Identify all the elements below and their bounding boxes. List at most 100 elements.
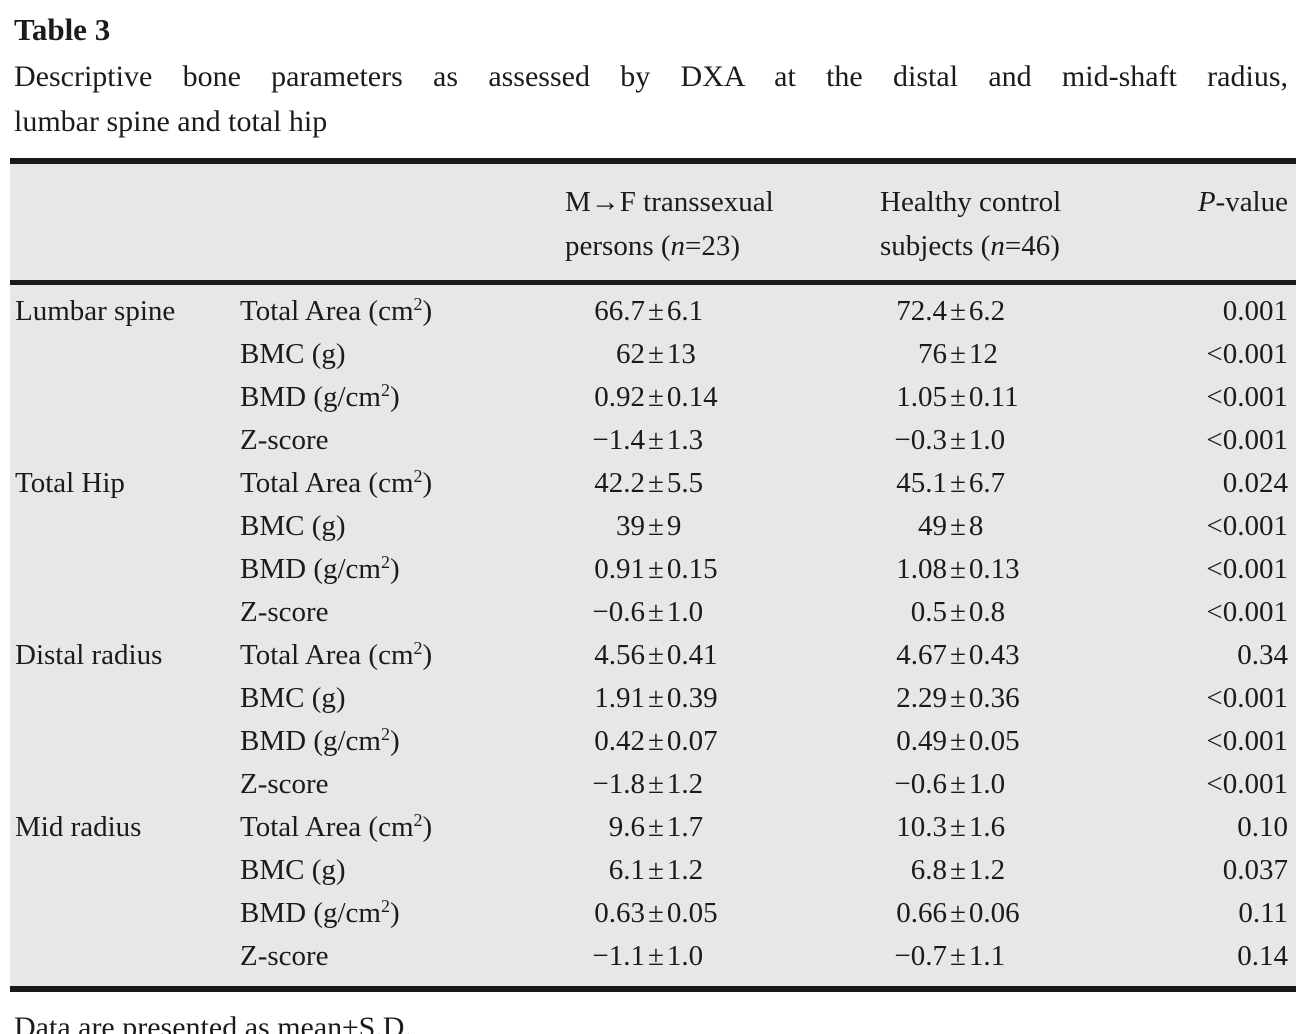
- parameter-cell: BMD (g/cm2): [240, 896, 400, 929]
- pvalue-cell: <0.001: [1206, 338, 1288, 370]
- control-value-cell: 72.4 ±6.2: [880, 283, 1174, 334]
- pvalue-cell: 0.10: [1237, 811, 1288, 843]
- superscript: 2: [413, 810, 423, 831]
- mean-value: 62: [616, 338, 645, 370]
- table-row: BMC (g) 62 ±13 76 ±12 <0.001: [10, 333, 1296, 376]
- plus-minus-sign: ±: [950, 854, 966, 886]
- group-cell: [10, 677, 240, 720]
- mean-value: −0.6: [894, 768, 947, 800]
- control-value-cell: 45.1 ±6.7: [880, 462, 1174, 505]
- mean-value: −1.8: [592, 768, 645, 800]
- mean-value: 1.05: [896, 381, 947, 413]
- plus-minus-sign: ±: [648, 596, 664, 628]
- table-row: Mid radius Total Area (cm2) 9.6 ±1.7 10.3 ±1.…: [10, 806, 1296, 849]
- sd-value: 0.39: [666, 682, 718, 714]
- mean-value: −1.4: [592, 424, 645, 456]
- plus-minus-sign: ±: [950, 897, 966, 929]
- parameter-cell: Total Area (cm2): [240, 466, 433, 499]
- header-transsexual-cell: M→F transsexual persons (n=23): [565, 161, 880, 285]
- pvalue-cell: <0.001: [1206, 768, 1288, 800]
- transsexual-value-cell: 42.2 ±5.5: [565, 462, 880, 505]
- sd-value: 6.2: [968, 295, 1006, 327]
- plus-minus-sign: ±: [950, 381, 966, 413]
- plus-minus-sign: ±: [648, 682, 664, 714]
- group-cell: Lumbar spine: [15, 295, 176, 327]
- sd-value: 1.2: [968, 854, 1006, 886]
- superscript: 2: [413, 294, 423, 315]
- group-cell: [10, 419, 240, 462]
- header-text: =46): [1004, 230, 1060, 262]
- group-cell: [10, 763, 240, 806]
- mean-value: 0.66: [896, 897, 947, 929]
- sd-value: 0.11: [968, 381, 1019, 413]
- plus-minus-sign: ±: [648, 768, 664, 800]
- control-value-cell: 0.5 ±0.8: [880, 591, 1174, 634]
- mean-value: 42.2: [594, 467, 645, 499]
- group-cell: [10, 548, 240, 591]
- transsexual-value-cell: −1.1 ±1.0: [565, 935, 880, 989]
- sd-value: 0.06: [968, 897, 1020, 929]
- plus-minus-sign: ±: [950, 682, 966, 714]
- paper-table-figure: Table 3 Descriptive bone parameters as a…: [0, 10, 1304, 1034]
- mean-value: 1.91: [594, 682, 645, 714]
- transsexual-value-cell: 66.7 ±6.1: [565, 283, 880, 334]
- mean-value: 0.49: [896, 725, 947, 757]
- mean-value: −0.3: [894, 424, 947, 456]
- transsexual-value-cell: 39 ±9: [565, 505, 880, 548]
- plus-minus-sign: ±: [648, 811, 664, 843]
- mean-value: 0.63: [594, 897, 645, 929]
- plus-minus-sign: ±: [648, 725, 664, 757]
- control-value-cell: 0.66 ±0.06: [880, 892, 1174, 935]
- control-value-cell: 1.08 ±0.13: [880, 548, 1174, 591]
- group-cell: Distal radius: [15, 639, 163, 671]
- plus-minus-sign: ±: [648, 510, 664, 542]
- sd-value: 1.0: [666, 596, 704, 628]
- table-row: BMD (g/cm2) 0.91 ±0.15 1.08 ±0.13 <0.001: [10, 548, 1296, 591]
- table-caption: Descriptive bone parameters as assessed …: [14, 54, 1288, 144]
- plus-minus-sign: ±: [950, 940, 966, 972]
- italic-n: n: [670, 230, 686, 262]
- pvalue-cell: <0.001: [1206, 725, 1288, 757]
- transsexual-value-cell: 0.63 ±0.05: [565, 892, 880, 935]
- pvalue-cell: 0.34: [1237, 639, 1288, 671]
- transsexual-value-cell: −1.8 ±1.2: [565, 763, 880, 806]
- sd-value: 1.0: [666, 940, 704, 972]
- sd-value: 1.2: [666, 854, 704, 886]
- sd-value: 6.1: [666, 295, 704, 327]
- sd-value: 0.14: [666, 381, 718, 413]
- header-control-cell: Healthy control subjects (n=46): [880, 161, 1174, 285]
- mean-value: 2.29: [896, 682, 947, 714]
- mean-value: 1.08: [896, 553, 947, 585]
- group-cell: [10, 591, 240, 634]
- header-row: M→F transsexual persons (n=23) Healthy c…: [10, 161, 1296, 285]
- parameter-cell: BMC (g): [240, 338, 346, 370]
- parameter-cell: BMD (g/cm2): [240, 552, 400, 585]
- parameter-cell: Total Area (cm2): [240, 638, 433, 671]
- header-parameter-cell: [240, 161, 565, 285]
- control-value-cell: −0.7 ±1.1: [880, 935, 1174, 989]
- pvalue-cell: <0.001: [1206, 510, 1288, 542]
- data-table: M→F transsexual persons (n=23) Healthy c…: [10, 158, 1296, 992]
- table-row: Total Hip Total Area (cm2) 42.2 ±5.5 45.1 ±6.…: [10, 462, 1296, 505]
- sd-value: 1.2: [666, 768, 704, 800]
- control-value-cell: 2.29 ±0.36: [880, 677, 1174, 720]
- table-row: Distal radius Total Area (cm2) 4.56 ±0.41 4.…: [10, 634, 1296, 677]
- transsexual-value-cell: −0.6 ±1.0: [565, 591, 880, 634]
- plus-minus-sign: ±: [950, 424, 966, 456]
- control-value-cell: 76 ±12: [880, 333, 1174, 376]
- superscript: 2: [413, 638, 423, 659]
- sd-value: 0.41: [666, 639, 718, 671]
- header-control-line1: Healthy control: [880, 186, 1062, 218]
- mean-value: 6.1: [608, 854, 645, 886]
- mean-value: 6.8: [910, 854, 947, 886]
- sd-value: 12: [968, 338, 998, 370]
- superscript: 2: [380, 380, 390, 401]
- sd-value: 0.36: [968, 682, 1020, 714]
- sd-value: 5.5: [666, 467, 704, 499]
- sd-value: 0.8: [968, 596, 1006, 628]
- mean-value: 76: [918, 338, 947, 370]
- table-body: Lumbar spine Total Area (cm2) 66.7 ±6.1 72.4…: [10, 283, 1296, 990]
- mean-value: 39: [616, 510, 645, 542]
- group-cell: [10, 376, 240, 419]
- plus-minus-sign: ±: [648, 467, 664, 499]
